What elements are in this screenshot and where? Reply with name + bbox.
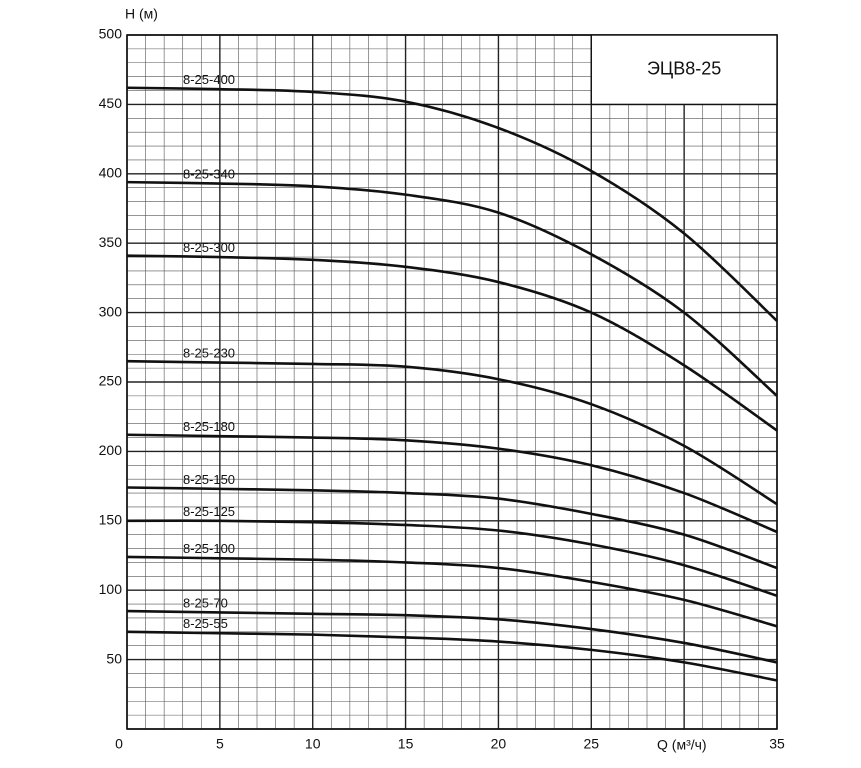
x-axis-label: Q (м³/ч) [657,737,707,753]
pump-curve [126,630,778,682]
y-tick-label: 50 [106,650,122,666]
y-tick-label: 150 [99,512,123,528]
curve-label: 8-25-340 [183,166,235,181]
curve-label: 8-25-230 [183,345,235,360]
curve-label: 8-25-100 [183,541,235,556]
pump-curve [126,519,778,597]
curve-label: 8-25-150 [183,472,235,487]
pump-curve [126,555,778,628]
pump-curve [126,180,778,397]
y-tick-label: 250 [99,373,123,389]
curve-label: 8-25-55 [183,616,228,631]
plot-frame [126,34,778,730]
pump-curve [126,86,778,322]
chart-title: ЭЦВ8-25 [647,58,721,78]
curve-label: 8-25-125 [183,504,235,519]
x-tick-label: 15 [398,736,414,752]
x-tick-label: 5 [216,736,224,752]
curve-label: 8-25-300 [183,240,235,255]
pump-curve [126,486,778,570]
title-box [590,34,778,106]
y-tick-label: 450 [99,95,123,111]
y-tick-label: 400 [99,165,123,181]
y-tick-label: 500 [99,26,123,42]
x-tick-label: 0 [115,736,123,752]
x-tick-label: 20 [491,736,507,752]
y-tick-label: 350 [99,234,123,250]
y-tick-label: 100 [99,581,123,597]
y-axis-label: H (м) [125,6,158,22]
pump-curve [126,609,778,664]
pump-curve [126,254,778,432]
curve-label: 8-25-180 [183,419,235,434]
x-tick-label: 35 [769,736,785,752]
pump-curve [126,433,778,534]
x-tick-label: 25 [583,736,599,752]
y-tick-label: 200 [99,442,123,458]
curve-label: 8-25-70 [183,595,228,610]
pump-curve [126,359,778,506]
x-tick-label: 10 [305,736,321,752]
y-tick-label: 300 [99,303,123,319]
curve-label: 8-25-400 [183,72,235,87]
